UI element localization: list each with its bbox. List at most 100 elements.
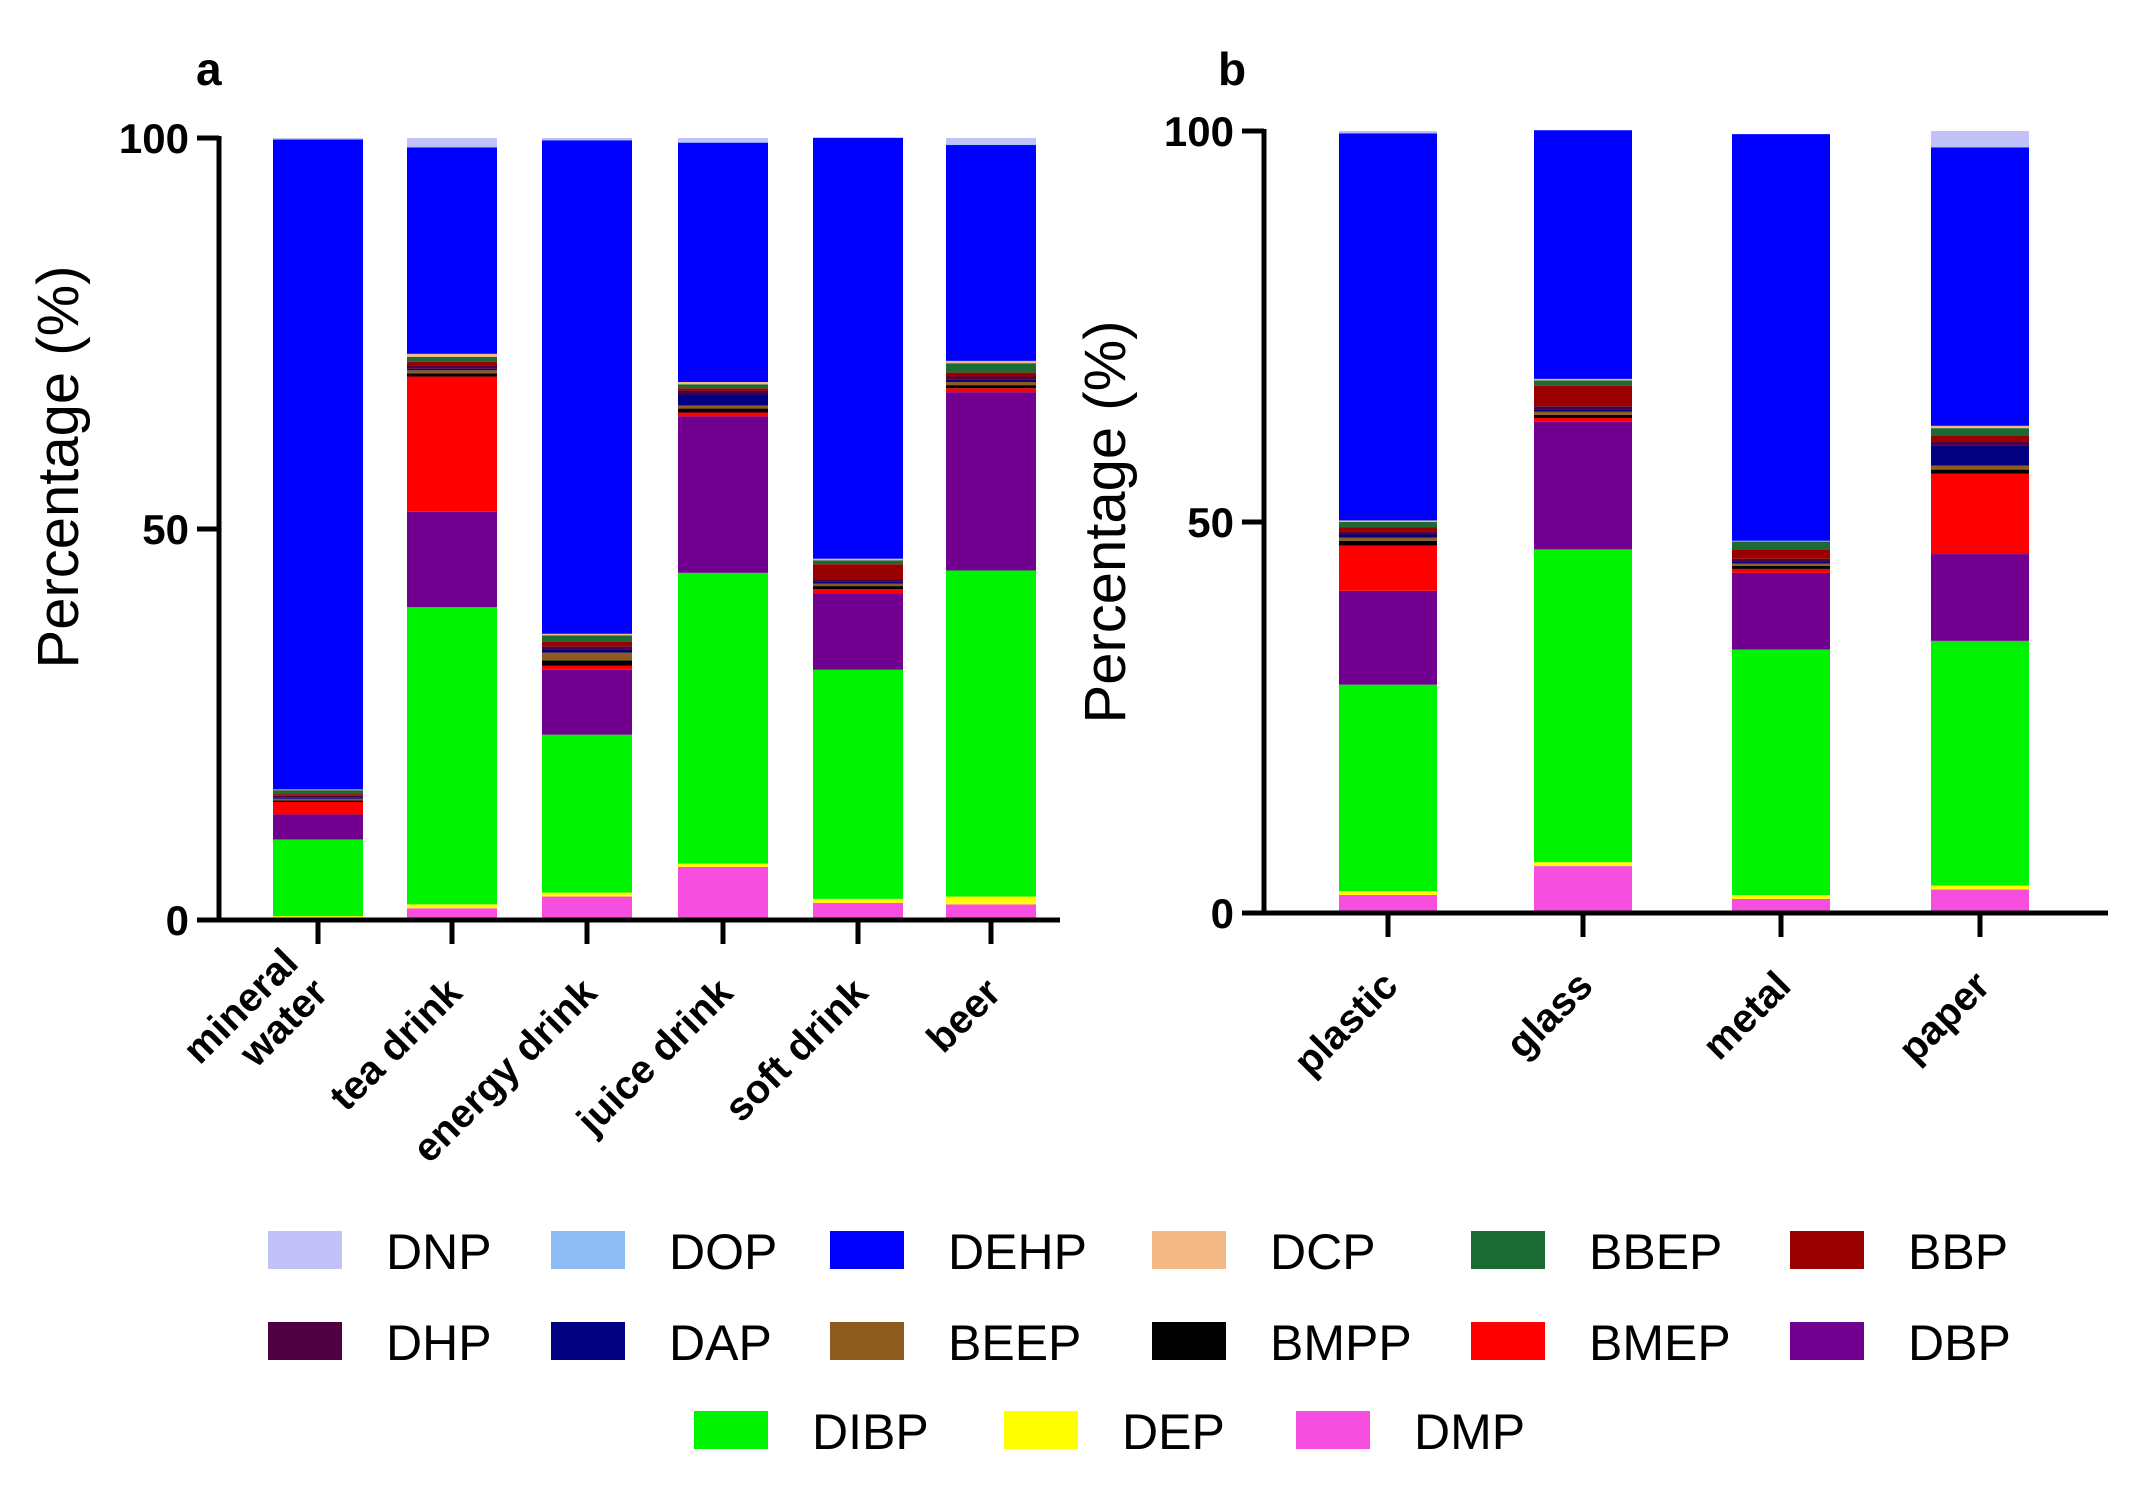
panel-b-bar-paper-dop [1931,146,2029,148]
panel-b-bar-metal-bmpp [1732,565,1830,569]
panel-a-bar-energy-drink-bbp [542,641,632,647]
panel-a-bar-energy-drink-dbp [542,669,632,735]
panel-a-x-label-text: beer [919,970,1010,1061]
panel-a-x-label-beer: beer [919,970,1010,1061]
panel-b-x-label-line: metal [1694,963,1799,1068]
panel-b-bar-metal-bmep [1732,568,1830,573]
panel-a-bar-soft-drink-dcp [813,558,903,561]
panel-b-bar-plastic-dmp [1339,895,1437,913]
panel-b-bar-metal-dhp [1732,558,1830,562]
legend-item-dmp: DMP [1296,1404,1525,1460]
panel-a-bar-beer-dnp [946,138,1036,145]
panel-a-bar-beer-dep [946,896,1036,905]
panel-a-bar-tea-drink-dmp [407,908,497,920]
panel-b-bar-plastic-dnp [1339,131,1437,133]
panel-a-bar-soft-drink-dibp [813,669,903,899]
legend-item-bbp: BBP [1790,1224,2008,1280]
panel-b-bar-glass-dhp [1534,406,1632,410]
legend-item-dbp: DBP [1790,1315,2011,1371]
legend-swatch-dap [551,1322,625,1360]
panel-b-bar-plastic-dep [1339,891,1437,896]
panel-a-bar-energy-drink-dehp [542,140,632,634]
panel-a-y-tick-label-50: 50 [142,506,189,553]
panel-a-label: a [196,43,222,95]
panel-b-x-label-line: glass [1498,963,1601,1066]
panel-a-bar-juice-drink-dop [678,141,768,143]
legend-swatch-dbp [1790,1322,1864,1360]
legend-swatch-dhp [268,1322,342,1360]
legend-swatch-bbep [1471,1231,1545,1269]
legend-swatch-dehp [830,1231,904,1269]
panel-b-x-label-text: metal [1694,963,1799,1068]
panel-a-bar-soft-drink-dhp [813,579,903,582]
panel-a-bar-mineral-water-bbep [273,790,363,795]
panel-a-y-tick-label-100: 100 [119,115,189,162]
panel-b-bar-glass-bmpp [1534,414,1632,418]
panel-a-bar-beer-dehp [946,145,1036,361]
panel-b-bar-metal-dibp [1732,649,1830,896]
panel-b-bar-paper-dmp [1931,889,2029,913]
panel-b-y-tick-label-0: 0 [1211,890,1234,937]
panel-a-bar-soft-drink-dep [813,898,903,903]
panel-a-bar-juice-drink-dap [678,394,768,406]
panel-a-bar-energy-drink-bmep [542,665,632,670]
panel-a-bar-tea-drink-dep [407,904,497,909]
panel-a-bar-energy-drink-dep [542,892,632,897]
panel-a-bar-soft-drink-bbp [813,564,903,580]
panel-a-bar-mineral-water-dap [273,797,363,799]
panel-a-bar-tea-drink-bbp [407,361,497,366]
panel-b-bar-metal-dep [1732,895,1830,899]
legend-swatch-beep [830,1322,904,1360]
panel-b-bar-plastic-beep [1339,537,1437,541]
panel-b-bars [1339,130,2029,913]
panel-b-bar-glass-dbp [1534,421,1632,550]
panel-b-bar-glass-dibp [1534,549,1632,863]
panel-b-bar-paper-dap [1931,445,2029,466]
panel-a-x-label-line: beer [919,970,1010,1061]
panel-b-x-label-text: plastic [1286,963,1407,1084]
panel-b-bar-metal-dehp [1732,134,1830,541]
panel-a-bar-juice-drink-dbp [678,416,768,573]
legend-swatch-dnp [268,1231,342,1269]
panel-b-bar-glass-dcp [1534,378,1632,381]
legend: DNP DOP DEHP DCP BBEP BBP DHP DAP BEEP BMPP BMEP DB… [268,1224,2011,1460]
legend-item-dap: DAP [551,1315,772,1371]
panel-a-bar-juice-drink-beep [678,405,768,409]
panel-a-bar-juice-drink-bmpp [678,408,768,413]
panel-a-bar-mineral-water-dibp [273,839,363,917]
panel-b-bar-glass-beep [1534,411,1632,415]
panel-b-bar-plastic-bbp [1339,527,1437,532]
panel-a-bar-energy-drink-beep [542,652,632,661]
panel-b-bar-paper-beep [1931,465,2029,470]
legend-label-dop: DOP [669,1224,777,1280]
panel-a-bar-soft-drink-dehp [813,138,903,559]
panel-a-bar-juice-drink-dep [678,863,768,867]
legend-item-dcp: DCP [1152,1224,1376,1280]
legend-item-dibp: DIBP [694,1404,929,1460]
panel-a-bar-tea-drink-dcp [407,353,497,357]
legend-swatch-bmpp [1152,1322,1226,1360]
panel-b-bar-plastic-bmep [1339,545,1437,591]
legend-swatch-dcp [1152,1231,1226,1269]
panel-a-bar-mineral-water-bmep [273,801,363,815]
legend-item-dep: DEP [1004,1404,1225,1460]
panel-a-bar-tea-drink-dhp [407,365,497,369]
panel-a-bar-beer-dcp [946,360,1036,364]
panel-a-bar-mineral-water-bbp [273,794,363,796]
panel-a-bar-beer-bmep [946,388,1036,393]
panel-b-bar-metal-beep [1732,563,1830,566]
panel-b-bar-paper-dbp [1931,554,2029,641]
legend-swatch-dibp [694,1411,768,1449]
panel-b-x-label-metal: metal [1694,963,1799,1068]
panel-b-bar-paper-bbep [1931,428,2029,436]
panel-b-bar-paper-bmpp [1931,469,2029,474]
legend-item-dhp: DHP [268,1315,492,1371]
legend-swatch-bmep [1471,1322,1545,1360]
panel-a-bar-energy-drink-dop [542,139,632,141]
legend-label-dehp: DEHP [948,1224,1087,1280]
panel-a-x-label-line: soft drink [716,970,876,1130]
panel-a-bar-energy-drink-dap [542,649,632,653]
panel-b-x-label-line: plastic [1286,963,1407,1084]
